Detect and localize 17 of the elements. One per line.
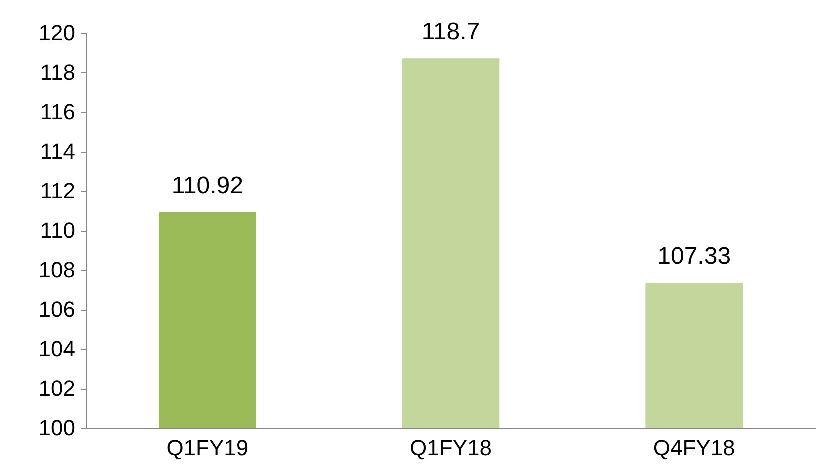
- y-tick-label: 108: [38, 258, 76, 282]
- y-tick-label: 110: [40, 218, 76, 243]
- y-tick-label: 118: [40, 60, 76, 85]
- data-label: 107.33: [658, 243, 732, 270]
- data-label: 118.7: [422, 18, 480, 46]
- x-tick-label: Q1FY18: [410, 436, 492, 460]
- y-tick-label: 102: [38, 376, 76, 401]
- x-tick-label: Q4FY18: [653, 436, 736, 460]
- y-tick-label: 100: [38, 416, 76, 440]
- y-tick-label: 104: [38, 336, 76, 362]
- x-tick-label: Q1FY19: [166, 436, 249, 460]
- y-tick-label: 116: [40, 100, 76, 124]
- y-tick-label: 112: [40, 178, 76, 204]
- y-tick-label: 120: [38, 20, 76, 46]
- y-tick-label: 106: [38, 297, 76, 322]
- data-label: 110.92: [172, 172, 244, 200]
- y-tick-label: 114: [40, 139, 76, 164]
